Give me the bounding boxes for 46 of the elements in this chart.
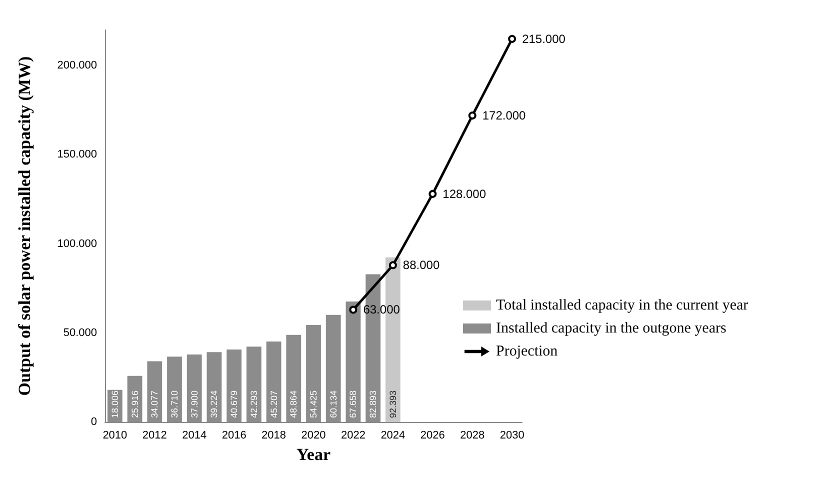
data-label: 128.000 (442, 186, 486, 201)
x-tick-label: 2030 (500, 430, 524, 442)
data-label: 37.900 (189, 390, 200, 418)
y-tick-label: 50.000 (63, 326, 97, 339)
data-label: 45.207 (268, 390, 279, 418)
data-label: 18.006 (110, 390, 120, 418)
legend-label: Projection (496, 344, 558, 360)
x-axis-title: Year (296, 444, 331, 464)
data-label: 36.710 (170, 390, 180, 418)
point (349, 306, 358, 314)
point (508, 34, 516, 43)
data-label: 63.000 (363, 302, 400, 317)
point (468, 112, 476, 120)
y-axis-title: Output of solar power installed capacity (MW) (15, 56, 34, 396)
data-label: 40.679 (229, 390, 240, 418)
y-tick-label: 200.000 (57, 60, 97, 72)
point (388, 261, 397, 270)
point (428, 190, 437, 198)
data-label: 60.134 (328, 390, 338, 418)
x-tick-label: 2026 (420, 430, 445, 442)
data-label: 54.425 (308, 390, 318, 418)
x-tick-label: 2022 (340, 430, 366, 442)
x-tick-label: 2010 (102, 430, 128, 442)
data-label: 92.393 (388, 390, 398, 418)
data-label: 67.658 (348, 390, 358, 418)
y-tick-label: 150.000 (57, 148, 97, 161)
x-tick-label: 2012 (142, 430, 167, 442)
data-label: 48.864 (288, 390, 299, 418)
x-tick-label: 2028 (460, 430, 485, 442)
data-label: 39.224 (209, 390, 220, 418)
data-label: 25.916 (130, 390, 140, 418)
data-label: 172.000 (482, 108, 526, 123)
data-label: 82.893 (368, 390, 378, 418)
legend-label: Total installed capacity in the current year (496, 298, 748, 314)
data-label: 34.077 (150, 390, 160, 418)
y-tick-label: 0 (90, 416, 97, 428)
x-tick-label: 2014 (182, 430, 207, 442)
data-label: 42.293 (248, 390, 259, 418)
x-tick-label: 2018 (262, 430, 286, 442)
x-tick-label: 2020 (301, 430, 326, 442)
x-tick-label: 2024 (380, 430, 406, 442)
y-tick-label: 100.000 (57, 238, 97, 250)
x-tick-label: 2016 (222, 430, 246, 442)
data-label: 88.000 (402, 258, 440, 272)
legend-label: Installed capacity in the outgone years (496, 320, 726, 336)
data-label: 215.000 (522, 32, 566, 46)
